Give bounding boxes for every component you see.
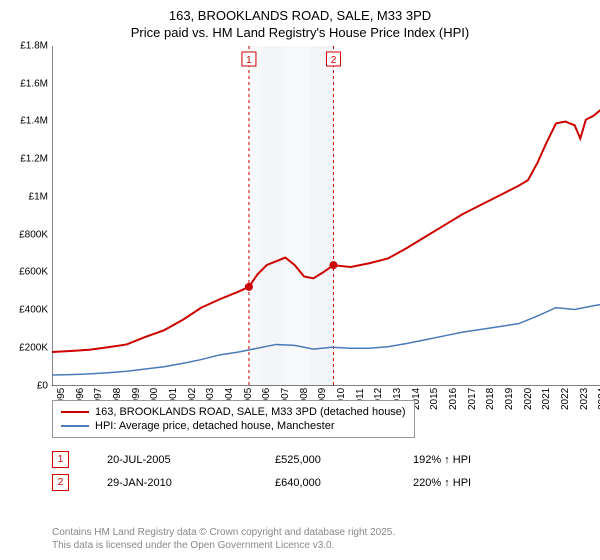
y-tick-label: £1.8M — [20, 40, 48, 51]
chart-plot: 12 — [52, 46, 600, 386]
x-tick-label: 2019 — [504, 388, 515, 410]
x-tick-label: 2015 — [429, 388, 440, 410]
legend: 163, BROOKLANDS ROAD, SALE, M33 3PD (det… — [52, 400, 415, 438]
sales-row-date: 29-JAN-2010 — [107, 477, 237, 489]
y-axis: £0£200K£400K£600K£800K£1M£1.2M£1.4M£1.6M… — [10, 46, 52, 386]
y-tick-label: £800K — [19, 229, 48, 240]
x-tick-label: 2023 — [579, 388, 590, 410]
chart-area: 12 £0£200K£400K£600K£800K£1M£1.2M£1.4M£1… — [52, 46, 600, 386]
shaded-band — [249, 46, 261, 386]
y-tick-label: £600K — [19, 267, 48, 278]
footer: Contains HM Land Registry data © Crown c… — [52, 526, 395, 552]
x-tick-label: 2022 — [560, 388, 571, 410]
sales-row-price: £640,000 — [275, 477, 375, 489]
footer-line-1: Contains HM Land Registry data © Crown c… — [52, 526, 395, 539]
x-tick-label: 2020 — [523, 388, 534, 410]
x-tick-label: 2016 — [448, 388, 459, 410]
y-tick-label: £1.6M — [20, 78, 48, 89]
y-tick-label: £1.2M — [20, 154, 48, 165]
legend-swatch — [61, 411, 89, 413]
sales-row-hpi: 192% ↑ HPI — [413, 454, 471, 466]
y-tick-label: £400K — [19, 305, 48, 316]
sales-row-hpi: 220% ↑ HPI — [413, 477, 471, 489]
title-line-1: 163, BROOKLANDS ROAD, SALE, M33 3PD — [10, 8, 590, 25]
y-tick-label: £1M — [29, 191, 48, 202]
sales-row-marker: 2 — [52, 474, 69, 491]
legend-label: HPI: Average price, detached house, Manc… — [95, 420, 335, 432]
shaded-band — [285, 46, 309, 386]
sale-marker-num: 1 — [246, 55, 252, 66]
sales-row-date: 20-JUL-2005 — [107, 454, 237, 466]
legend-swatch — [61, 425, 89, 427]
sales-row-price: £525,000 — [275, 454, 375, 466]
legend-label: 163, BROOKLANDS ROAD, SALE, M33 3PD (det… — [95, 406, 406, 418]
legend-row: 163, BROOKLANDS ROAD, SALE, M33 3PD (det… — [61, 405, 406, 419]
x-tick-label: 2021 — [541, 388, 552, 410]
sales-row: 2 29-JAN-2010 £640,000 220% ↑ HPI — [52, 471, 471, 494]
y-tick-label: £1.4M — [20, 116, 48, 127]
x-tick-label: 2018 — [485, 388, 496, 410]
chart-title: 163, BROOKLANDS ROAD, SALE, M33 3PD Pric… — [10, 8, 590, 42]
y-tick-label: £200K — [19, 343, 48, 354]
footer-line-2: This data is licensed under the Open Gov… — [52, 539, 395, 552]
shaded-band — [310, 46, 334, 386]
title-line-2: Price paid vs. HM Land Registry's House … — [10, 25, 590, 42]
sale-marker-num: 2 — [331, 55, 337, 66]
sales-row: 1 20-JUL-2005 £525,000 192% ↑ HPI — [52, 448, 471, 471]
y-tick-label: £0 — [37, 380, 48, 391]
legend-row: HPI: Average price, detached house, Manc… — [61, 419, 406, 433]
x-tick-label: 2017 — [467, 388, 478, 410]
shaded-band — [261, 46, 285, 386]
sales-table: 1 20-JUL-2005 £525,000 192% ↑ HPI 2 29-JAN-20… — [52, 448, 471, 494]
sales-row-marker: 1 — [52, 451, 69, 468]
